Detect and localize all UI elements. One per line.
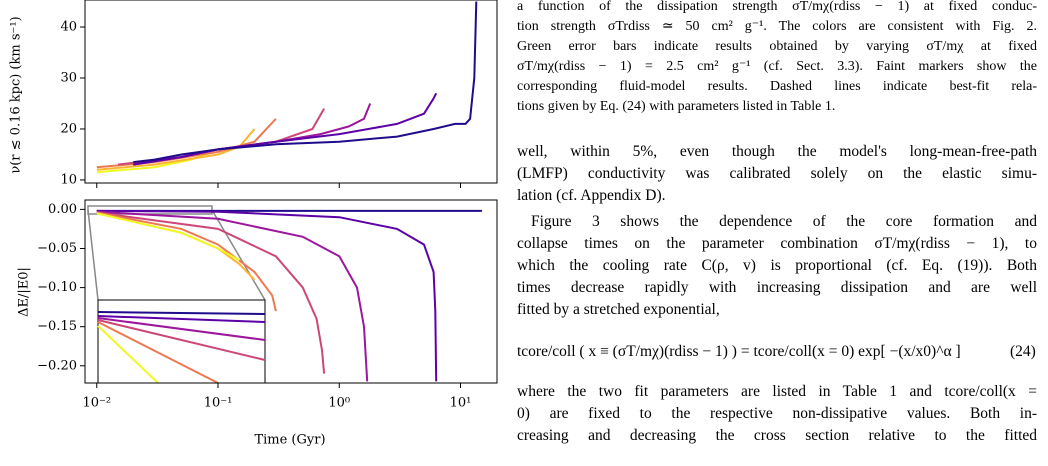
data-line: [96, 210, 369, 382]
text-line: creasing and decreasing the cross sectio…: [517, 427, 1037, 444]
text-line: where the two fit parameters are listed …: [517, 383, 1037, 400]
y-tick-label: −0.15: [37, 319, 77, 334]
axes-frame: [84, 199, 498, 384]
x-tick-label: 10⁻²: [82, 396, 111, 411]
text-line: tions given by Eq. (24) with parameters …: [517, 99, 836, 114]
text-line: Figure 3 shows the dependence of the cor…: [531, 213, 1037, 230]
inset-line: [97, 321, 219, 384]
text-line: collapse times on the parameter combinat…: [517, 235, 1037, 252]
text-line: a function of the dissipation strength σ…: [517, 0, 1037, 14]
data-line: [96, 212, 240, 262]
x-tick-label: 10¹: [450, 396, 472, 411]
data-line: [96, 150, 213, 174]
inset-line: [97, 311, 266, 315]
y-tick-label: 40: [60, 20, 77, 35]
text-line: well, within 5%, even though the model's…: [517, 143, 1037, 160]
data-line: [96, 211, 326, 374]
y-axis-label: ΔE/|E0|: [17, 267, 32, 317]
text-line: corresponding fluid-model results. Dashe…: [517, 79, 1037, 94]
y-tick-label: 30: [60, 70, 77, 85]
inset-line: [97, 317, 266, 341]
text-line: lation (cf. Appendix D).: [517, 187, 666, 204]
x-tick-label: 10⁻¹: [204, 396, 233, 411]
figure: Time (Gyr) ν(r ≲ 0.16 kpc) (km s⁻¹) ΔE/|…: [9, 0, 498, 448]
text-line: σT/mχ(rdiss − 1) = 2.5 cm² g⁻¹ (cf. Sect…: [517, 59, 1037, 74]
inset: [87, 205, 266, 384]
y-tick-label: −0.20: [37, 358, 77, 373]
inset-line: [97, 325, 159, 384]
text-line: 0) are fixed to the respective non-dissi…: [517, 405, 1037, 422]
y-tick-label: −0.05: [37, 241, 77, 256]
data-line: [133, 92, 438, 166]
y-tick-label: 0.00: [48, 202, 77, 217]
data-line: [96, 211, 277, 312]
text-line: fitted by a stretched exponential,: [517, 301, 720, 318]
text-line: which the cooling rate C(ρ, v) is propor…: [517, 257, 1037, 274]
x-tick-label: 10⁰: [328, 396, 350, 411]
data-line: [96, 209, 438, 382]
text-line: (LMFP) conductivity was calibrated solel…: [517, 165, 1037, 182]
text-line: Green error bars indicate results obtain…: [517, 39, 1037, 54]
y-tick-label: 20: [60, 121, 77, 136]
data-line: [117, 108, 325, 166]
text-line: tcore/coll ( x ≡ (σT/mχ)(rdiss − 1) ) = …: [517, 343, 961, 360]
y-tick-label: 10: [60, 172, 77, 187]
y-tick-label: −0.10: [37, 280, 77, 295]
text-line: (24): [1010, 343, 1036, 360]
text-line: times decrease rapidly with increasing d…: [517, 279, 1037, 296]
y-axis-label: ν(r ≲ 0.16 kpc) (km s⁻¹): [9, 16, 24, 173]
x-axis-label: Time (Gyr): [254, 433, 325, 448]
text-line: tion strength σTrdiss ≃ 50 cm² g⁻¹. The …: [517, 19, 1037, 34]
data-line: [133, 1, 478, 164]
inset-line: [97, 315, 266, 323]
inset-line: [97, 319, 266, 361]
data-line: [96, 128, 256, 171]
axes-frame: [84, 0, 498, 184]
